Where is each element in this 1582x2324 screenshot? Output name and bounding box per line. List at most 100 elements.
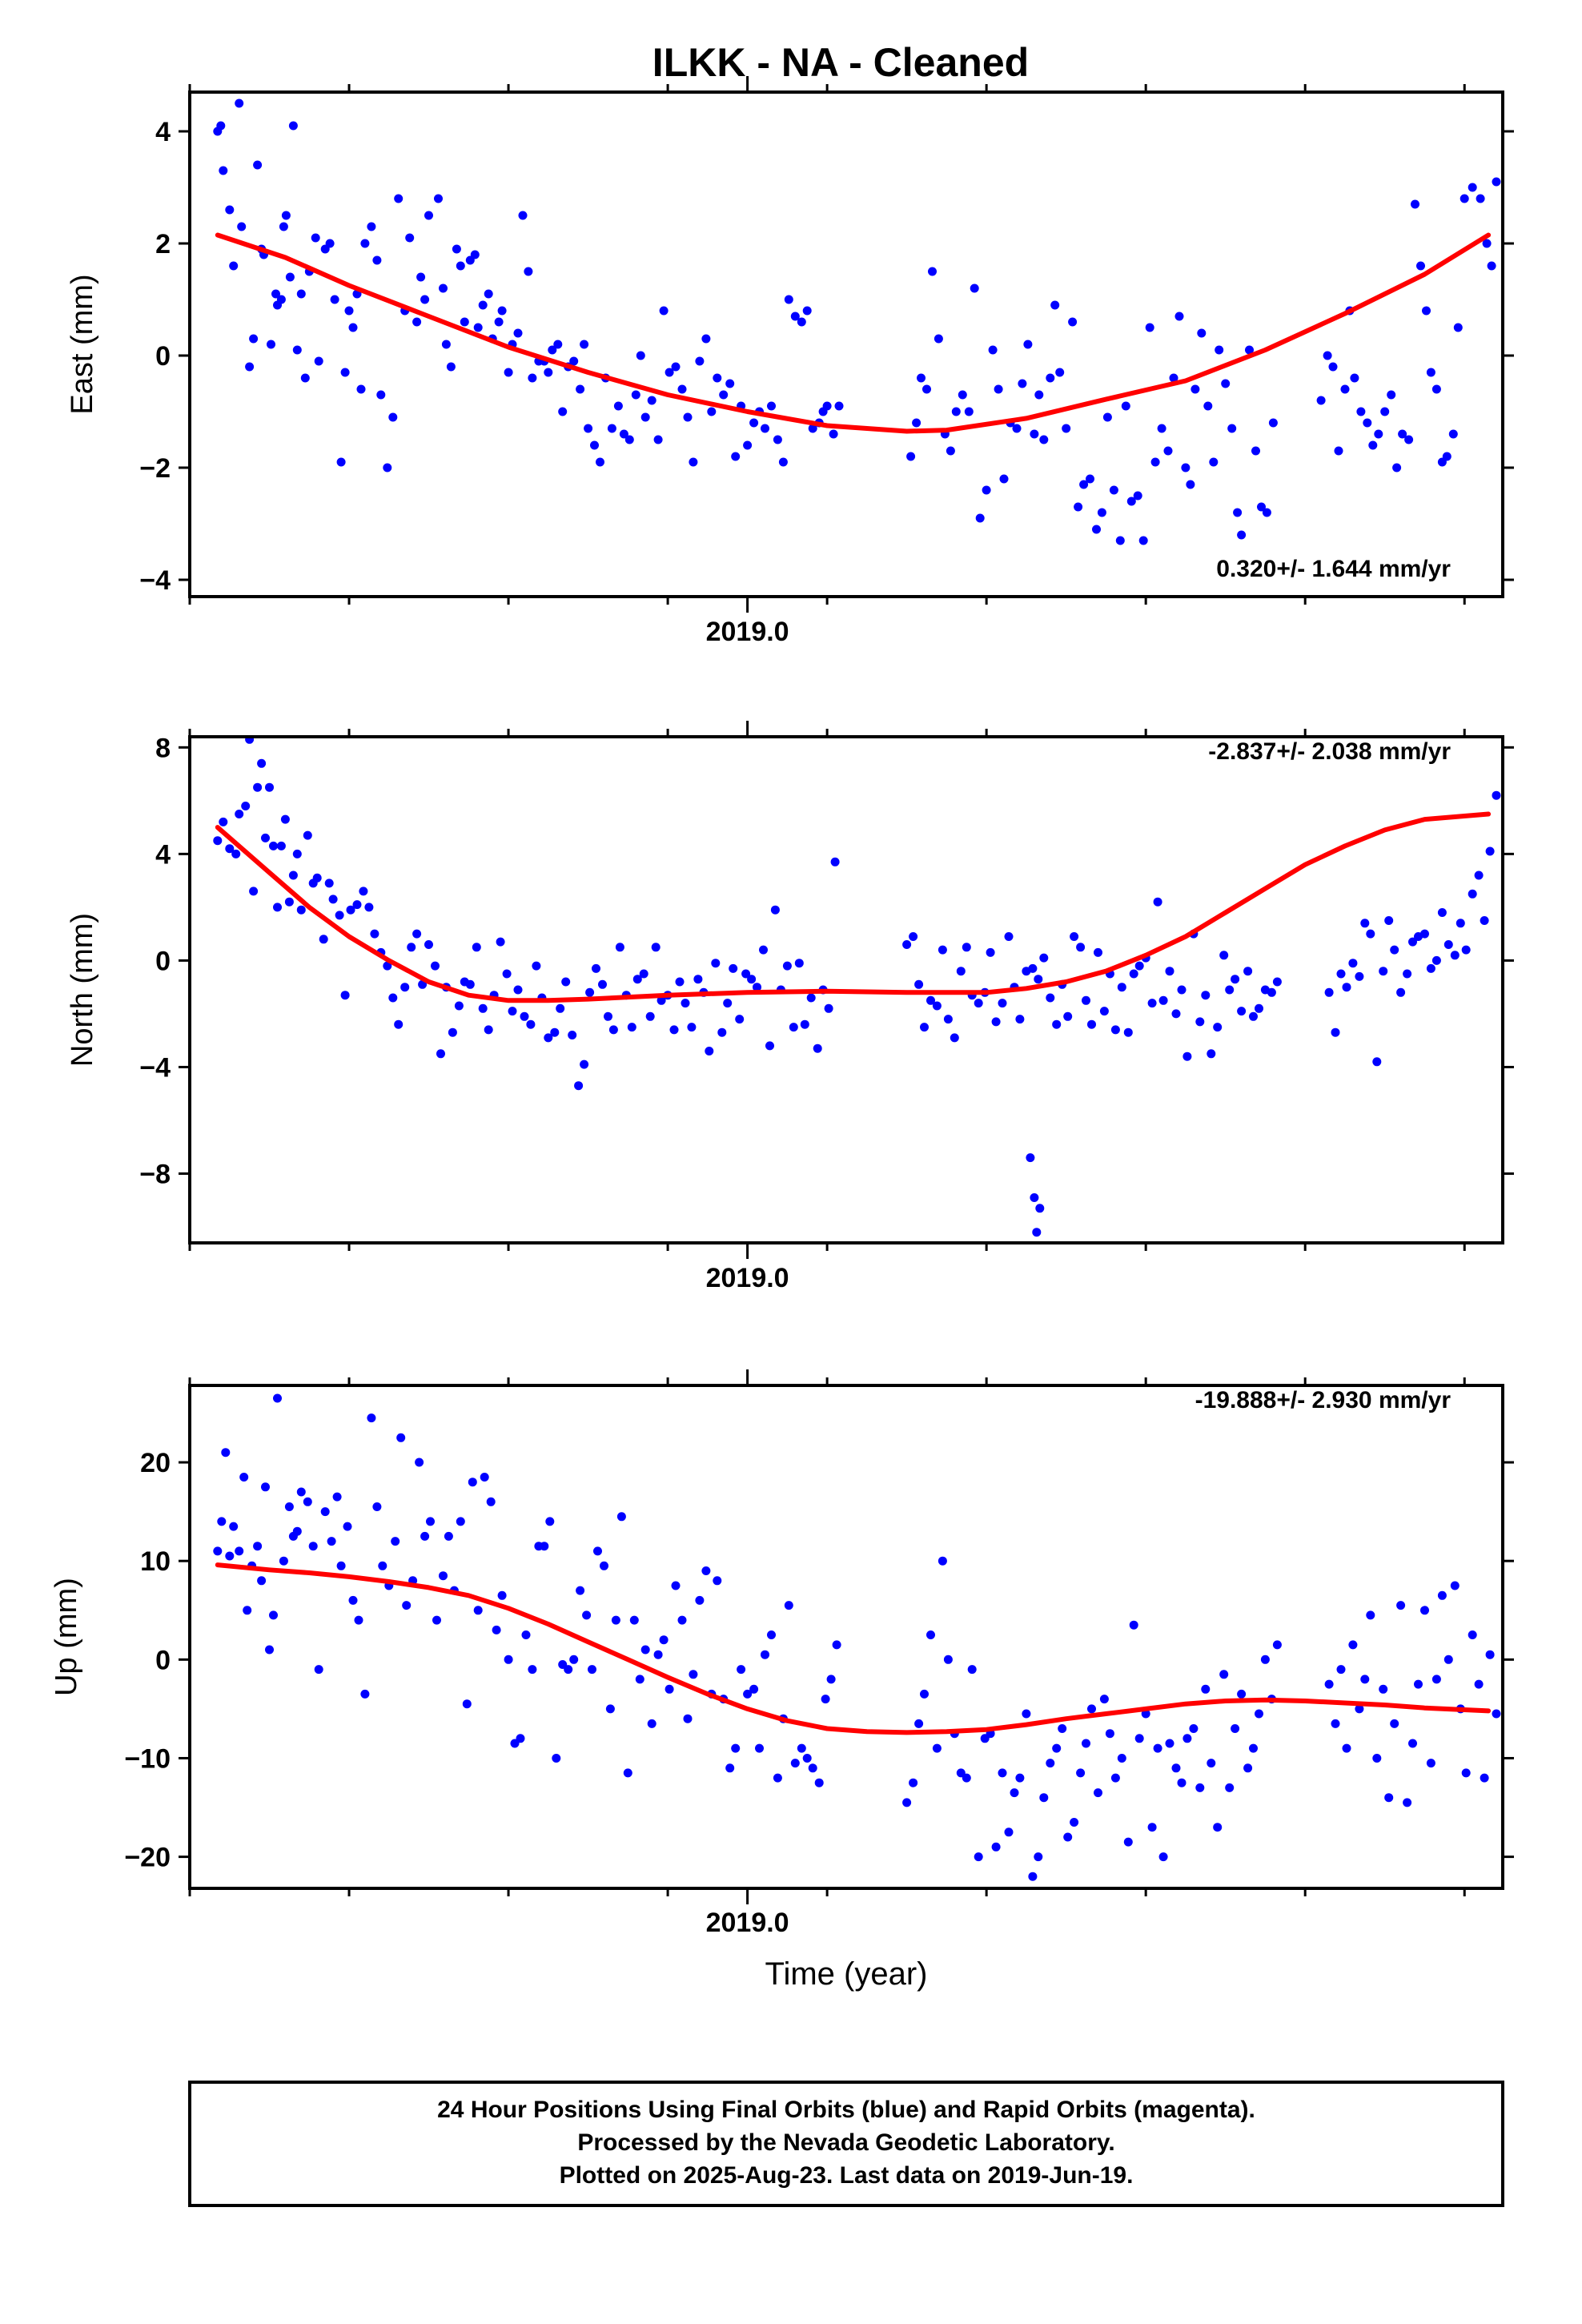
data-point — [1099, 1695, 1109, 1704]
data-point — [552, 1754, 561, 1763]
data-point — [1450, 1581, 1460, 1590]
data-point — [257, 1576, 267, 1586]
data-point — [909, 1778, 918, 1787]
data-point — [249, 887, 259, 896]
data-point — [308, 1542, 318, 1551]
data-point — [1227, 424, 1237, 433]
data-point — [1272, 977, 1282, 987]
data-point — [707, 407, 717, 416]
data-point — [1404, 435, 1414, 444]
data-point — [713, 373, 722, 383]
data-point — [480, 1473, 489, 1482]
data-point — [729, 963, 738, 973]
data-point — [1379, 1684, 1388, 1694]
data-point — [1398, 429, 1407, 439]
data-point — [412, 317, 422, 327]
east-panel: −4 −2 0 2 4 2019.0 0.320+/- 1.644 mm/yr East (m… — [66, 76, 1514, 647]
data-point — [484, 1025, 493, 1035]
data-point — [1105, 1729, 1114, 1739]
data-point — [343, 1522, 352, 1531]
data-point-outlier — [1026, 1153, 1035, 1163]
data-point — [770, 905, 780, 915]
data-point — [906, 452, 916, 461]
data-point — [1460, 194, 1469, 203]
data-point — [1437, 1590, 1447, 1600]
data-point — [284, 1502, 294, 1511]
data-point — [580, 1059, 589, 1069]
data-point — [296, 905, 306, 915]
data-point — [492, 1625, 501, 1634]
data-point — [784, 1601, 793, 1610]
data-point — [367, 222, 376, 231]
data-point — [1431, 1675, 1441, 1684]
data-point — [504, 1655, 513, 1664]
figure-title: ILKK - NA - Cleaned — [652, 40, 1029, 85]
data-point — [558, 407, 568, 416]
data-point — [784, 295, 793, 304]
data-point — [336, 1561, 346, 1570]
data-point — [749, 418, 759, 428]
data-point — [1225, 1783, 1235, 1792]
data-point — [1456, 919, 1465, 928]
data-point — [767, 1630, 776, 1639]
data-point — [615, 943, 624, 952]
data-point — [932, 1743, 942, 1753]
data-point — [494, 317, 504, 327]
data-point — [1474, 870, 1484, 880]
data-point — [1268, 418, 1278, 428]
data-point — [284, 897, 294, 907]
data-point — [372, 1502, 382, 1511]
data-point — [1153, 1743, 1162, 1753]
data-point — [1249, 1011, 1258, 1021]
data-point — [687, 1023, 697, 1032]
data-point — [416, 272, 426, 282]
data-point — [659, 1635, 669, 1645]
data-point — [1022, 1709, 1031, 1719]
data-point — [689, 1670, 698, 1679]
data-point — [1102, 412, 1112, 422]
data-point — [1034, 390, 1044, 400]
data-point — [1480, 1773, 1489, 1783]
data-point — [1323, 351, 1332, 360]
data-point — [917, 373, 926, 383]
data-point — [569, 1655, 579, 1664]
data-point — [346, 905, 355, 915]
data-point — [265, 782, 274, 792]
data-point — [1348, 959, 1358, 968]
data-point — [958, 390, 967, 400]
data-point — [731, 452, 741, 461]
data-point — [797, 1743, 806, 1753]
data-point — [569, 356, 579, 366]
data-point — [713, 1576, 722, 1586]
data-point — [735, 1015, 745, 1024]
data-point — [1203, 401, 1213, 411]
data-point — [253, 1542, 263, 1551]
data-point — [470, 250, 480, 259]
data-point — [938, 945, 947, 955]
data-point — [1492, 1709, 1501, 1719]
y-tick-label: −4 — [139, 1052, 171, 1083]
data-point — [364, 903, 374, 912]
data-point — [1039, 953, 1049, 963]
data-point — [285, 272, 295, 282]
data-point — [213, 836, 223, 846]
data-point — [1468, 183, 1477, 192]
data-point — [1355, 971, 1364, 981]
data-point — [1079, 480, 1089, 489]
data-point — [336, 457, 346, 467]
data-point — [1366, 1610, 1375, 1620]
data-point — [951, 407, 961, 416]
data-point — [532, 961, 541, 971]
data-point — [370, 929, 379, 939]
data-point — [520, 1011, 529, 1021]
data-point — [544, 368, 553, 377]
data-point — [1396, 1601, 1406, 1610]
data-point — [635, 1675, 644, 1684]
data-point — [394, 1019, 404, 1029]
data-point — [1117, 983, 1126, 992]
data-point — [723, 999, 733, 1008]
data-point — [701, 334, 711, 344]
data-point — [1039, 1793, 1049, 1803]
data-point — [1237, 530, 1247, 540]
footer-box: 24 Hour Positions Using Final Orbits (bl… — [188, 2081, 1504, 2207]
